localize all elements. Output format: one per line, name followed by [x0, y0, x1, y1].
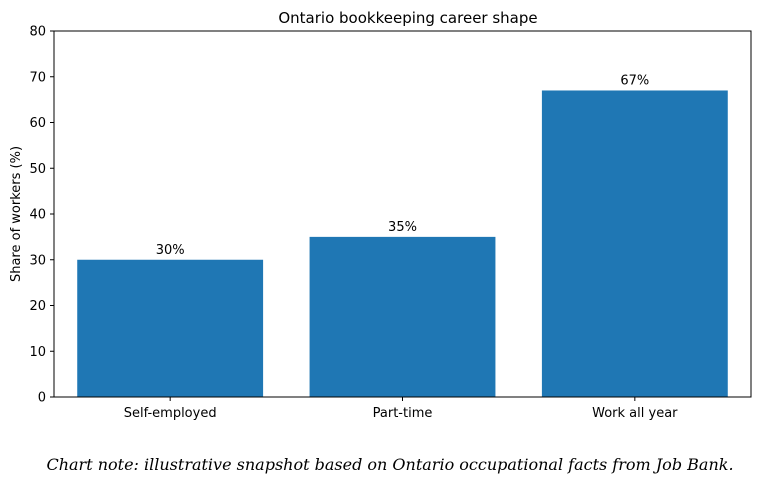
y-tick-label: 70: [29, 70, 46, 85]
y-tick-label: 40: [29, 208, 46, 223]
x-tick-label: Self-employed: [124, 406, 217, 421]
chart-note: Chart note: illustrative snapshot based …: [46, 455, 734, 474]
bar-work-all-year: [541, 90, 728, 397]
data-label: 30%: [156, 243, 185, 258]
chart-title: Ontario bookkeeping career shape: [278, 9, 537, 27]
data-label: 67%: [620, 73, 649, 88]
y-tick-label: 20: [29, 299, 46, 314]
y-tick-label: 10: [29, 345, 46, 360]
x-tick-label: Part-time: [373, 406, 433, 421]
y-tick-label: 80: [29, 25, 46, 40]
y-tick-label: 50: [29, 162, 46, 177]
bar-chart: Ontario bookkeeping career shape Share o…: [9, 9, 752, 421]
y-axis-label: Share of workers (%): [9, 146, 24, 282]
y-tick-label: 0: [38, 391, 46, 406]
y-tick-label: 60: [29, 116, 46, 131]
plot-area: 30% Self-employed 35% Part-time 67% Work all …: [29, 25, 752, 421]
x-tick-label: Work all year: [592, 406, 678, 421]
bar-self-employed: [77, 259, 264, 397]
bar-part-time: [309, 236, 496, 397]
data-label: 35%: [388, 220, 417, 235]
y-tick-label: 30: [29, 253, 46, 268]
plot-frame: [53, 30, 752, 398]
